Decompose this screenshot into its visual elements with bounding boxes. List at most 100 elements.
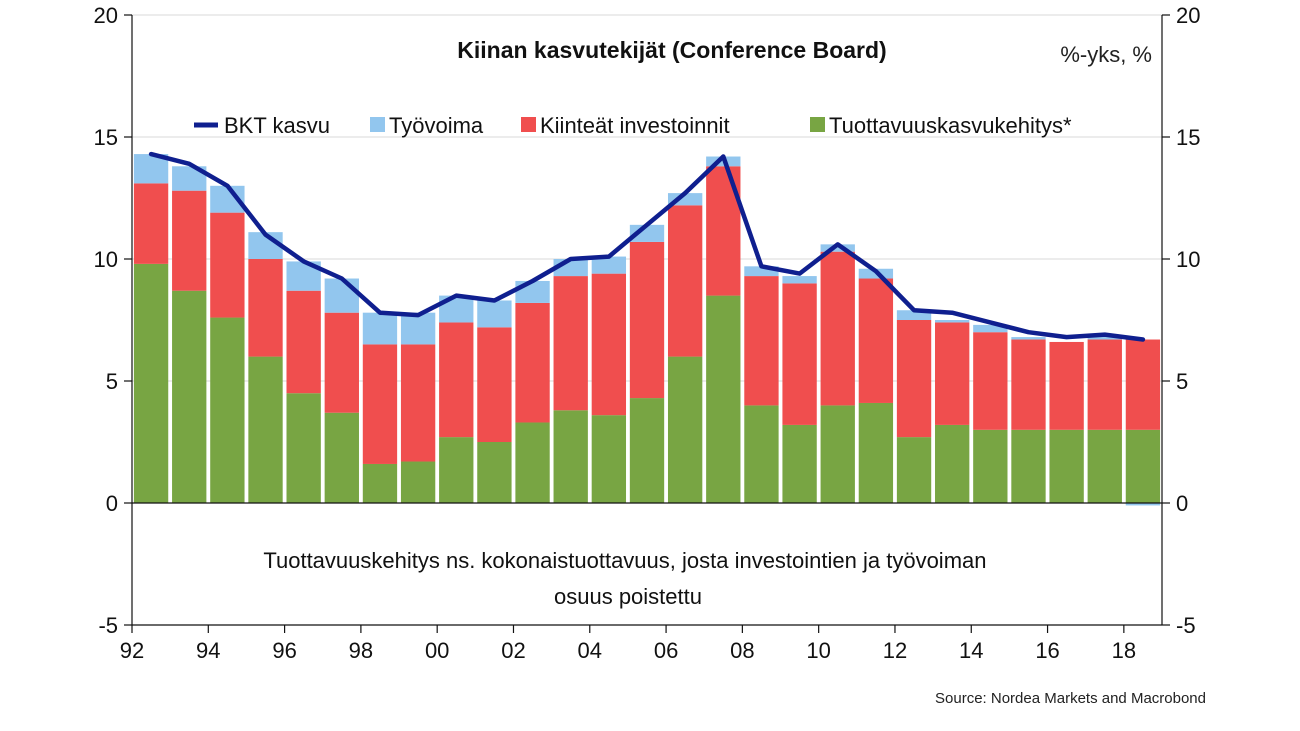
bar-segment bbox=[629, 398, 665, 503]
bar-segment bbox=[629, 241, 665, 399]
bar-segment bbox=[1125, 339, 1161, 430]
y-tick-label-left: -5 bbox=[98, 613, 118, 638]
bar-segment bbox=[1011, 339, 1046, 430]
y-tick-label-right: 5 bbox=[1176, 369, 1188, 394]
x-tick-label: 10 bbox=[806, 638, 830, 663]
gdp-growth-line bbox=[148, 151, 1146, 342]
y-tick-label-left: 15 bbox=[94, 125, 118, 150]
bar-segment bbox=[1087, 339, 1122, 430]
x-tick-label: 08 bbox=[730, 638, 754, 663]
bar-segment bbox=[896, 320, 932, 438]
x-tick-label: 98 bbox=[349, 638, 373, 663]
bar-segment bbox=[172, 290, 207, 503]
bar-segment bbox=[1087, 429, 1122, 503]
legend-swatch-investment bbox=[521, 117, 536, 132]
unit-label: %-yks, % bbox=[1060, 42, 1152, 67]
bar-segment bbox=[1011, 429, 1046, 503]
bar-segment bbox=[782, 283, 817, 425]
bar-segment bbox=[362, 463, 398, 503]
x-tick-label: 92 bbox=[120, 638, 144, 663]
legend-swatch-labor bbox=[370, 117, 385, 132]
bar-segment bbox=[515, 422, 550, 503]
bar-segment bbox=[935, 424, 970, 503]
bar-segment bbox=[400, 461, 436, 503]
axes bbox=[131, 15, 1163, 626]
bar-segment bbox=[400, 312, 436, 345]
annotation-line-2: osuus poistettu bbox=[554, 584, 702, 609]
bar-segment bbox=[858, 402, 894, 503]
bar-segment bbox=[935, 320, 970, 323]
source-label: Source: Nordea Markets and Macrobond bbox=[935, 690, 1206, 707]
bar-segment bbox=[1125, 429, 1161, 503]
legend-label-productivity: Tuottavuuskasvukehitys* bbox=[829, 113, 1072, 138]
y-tick-label-left: 5 bbox=[106, 369, 118, 394]
bar-segment bbox=[324, 312, 359, 413]
bar-segment bbox=[973, 324, 1008, 333]
bar-segment bbox=[1049, 429, 1084, 503]
y-tick-label-left: 10 bbox=[94, 247, 118, 272]
bar-segment bbox=[973, 429, 1008, 503]
bar-segment bbox=[324, 412, 359, 503]
bar-segment bbox=[667, 205, 703, 357]
bar-segment bbox=[553, 410, 588, 503]
bar-segment bbox=[324, 278, 359, 313]
bar-segment bbox=[896, 437, 932, 503]
x-tick-label: 14 bbox=[959, 638, 983, 663]
y-tick-label-right: 10 bbox=[1176, 247, 1200, 272]
bar-segment bbox=[591, 415, 627, 503]
bar-segment bbox=[896, 310, 932, 320]
bar-segment bbox=[477, 442, 512, 503]
bar-segment bbox=[591, 256, 627, 274]
bar-segment bbox=[820, 405, 855, 503]
annotation-line-1: Tuottavuuskehitys ns. kokonaistuottavuus… bbox=[263, 548, 986, 573]
bar-segment bbox=[362, 344, 398, 464]
bar-segment bbox=[553, 276, 588, 411]
x-tick-label: 00 bbox=[425, 638, 449, 663]
bar-segment bbox=[286, 290, 321, 394]
bar-segment bbox=[1049, 341, 1084, 430]
gdp-line bbox=[148, 151, 1146, 342]
bar-segment bbox=[744, 405, 779, 503]
x-tick-label: 02 bbox=[501, 638, 525, 663]
y-tick-label-right: -5 bbox=[1176, 613, 1196, 638]
bar-segment bbox=[858, 278, 894, 403]
legend-label-labor: Työvoima bbox=[389, 113, 484, 138]
bar-segment bbox=[782, 424, 817, 503]
x-tick-label: 04 bbox=[578, 638, 602, 663]
bar-segment bbox=[1011, 337, 1046, 340]
bar-segment bbox=[210, 317, 245, 503]
y-tick-label-left: 0 bbox=[106, 491, 118, 516]
bar-segment bbox=[667, 356, 703, 503]
bar-segment bbox=[1087, 337, 1122, 340]
legend-swatch-productivity bbox=[810, 117, 825, 132]
legend-label-investment: Kiinteät investoinnit bbox=[540, 113, 730, 138]
chart-title: Kiinan kasvutekijät (Conference Board) bbox=[457, 37, 886, 63]
bar-segment bbox=[248, 259, 283, 357]
bar-segment bbox=[591, 273, 627, 416]
bar-segment bbox=[477, 300, 512, 328]
y-ticks-right: -5 0 5 10 15 20 bbox=[1162, 3, 1200, 638]
legend-label-gdp: BKT kasvu bbox=[224, 113, 330, 138]
bar-segment bbox=[706, 295, 741, 503]
bar-segment bbox=[286, 393, 321, 503]
y-tick-label-right: 20 bbox=[1176, 3, 1200, 28]
bar-segment bbox=[1125, 503, 1161, 506]
bar-segment bbox=[820, 251, 855, 406]
bar-segment bbox=[820, 244, 855, 252]
y-ticks-left: -5 0 5 10 15 20 bbox=[94, 3, 132, 638]
bar-segment bbox=[744, 266, 779, 277]
bar-segment bbox=[515, 302, 550, 423]
bar-segment bbox=[248, 356, 283, 503]
y-tick-label-left: 20 bbox=[94, 3, 118, 28]
x-tick-label: 94 bbox=[196, 638, 220, 663]
x-tick-label: 06 bbox=[654, 638, 678, 663]
bar-segment bbox=[935, 322, 970, 425]
y-tick-label-right: 15 bbox=[1176, 125, 1200, 150]
bar-segment bbox=[477, 327, 512, 442]
y-tick-label-right: 0 bbox=[1176, 491, 1188, 516]
legend: BKT kasvu Työvoima Kiinteät investoinnit… bbox=[194, 113, 1072, 138]
bar-segment bbox=[362, 312, 398, 345]
bar-segment bbox=[973, 332, 1008, 430]
bar-segment bbox=[744, 276, 779, 406]
